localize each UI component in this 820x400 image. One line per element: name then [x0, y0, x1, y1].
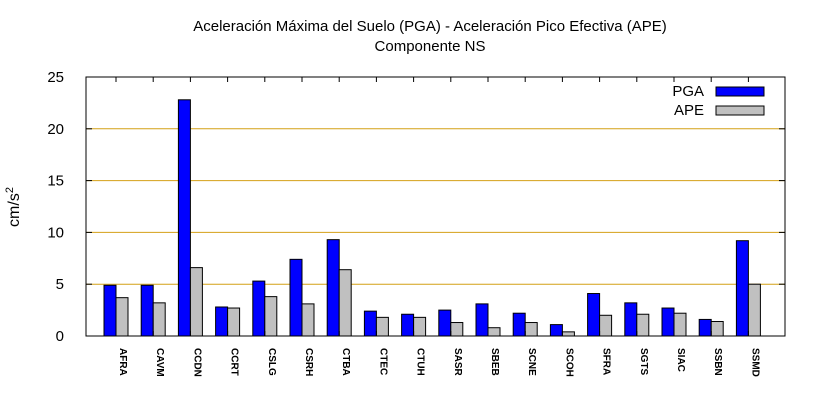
- y-tick-label: 10: [47, 224, 64, 241]
- x-tick-label: CTUH: [415, 348, 426, 376]
- bar-pga-ccdn: [177, 99, 191, 337]
- bar-pga-scne: [512, 312, 526, 337]
- x-tick-label: CCRT: [229, 348, 240, 376]
- bar-pga-siac: [661, 307, 675, 337]
- bar-ape-scoh: [561, 331, 575, 337]
- bar-ape-sfra: [599, 314, 613, 337]
- bar-ape-ccdn: [189, 267, 203, 337]
- x-tick-label: SCNE: [526, 348, 537, 376]
- x-tick-label: SSBN: [712, 348, 723, 376]
- bar-ape-ctba: [338, 269, 352, 337]
- bar-pga-ssmd: [735, 240, 749, 337]
- bar-pga-sfra: [587, 293, 601, 337]
- bar-ape-scne: [524, 322, 538, 337]
- bar-pga-sasr: [438, 309, 452, 337]
- x-tick-label: SFRA: [601, 348, 612, 375]
- y-ticks: 0 5 10 15 20 25: [47, 69, 785, 345]
- bar-pga-csrh: [289, 258, 303, 337]
- bar-pga-afra: [103, 284, 117, 337]
- plot-frame: [85, 76, 786, 337]
- chart-subtitle: Componente NS: [375, 38, 486, 55]
- bar-ape-sbeb: [487, 327, 501, 337]
- bar-ape-sgts: [636, 313, 650, 337]
- bar-pga-cavm: [140, 284, 154, 337]
- chart-title: Aceleración Máxima del Suelo (PGA) - Ace…: [193, 18, 667, 35]
- y-tick-label: 20: [47, 121, 64, 138]
- x-tick-label: SGTS: [638, 348, 649, 376]
- bar-ape-cavm: [152, 302, 166, 337]
- x-tick-label: SBEB: [489, 348, 500, 376]
- bar-pga-ctec: [363, 310, 377, 337]
- legend: PGA APE: [672, 83, 765, 119]
- x-tick-label: SCOH: [563, 348, 574, 377]
- legend-swatch-ape: [715, 105, 765, 116]
- bar-pga-ssbn: [698, 318, 712, 337]
- y-tick-label: 0: [56, 328, 64, 345]
- x-ticks: AFRA CAVM CCDN CCRT CSLG CSRH CTBA CTEC CTUH SASR…: [115, 77, 760, 377]
- x-tick-label: SIAC: [675, 348, 686, 372]
- y-tick-label: 5: [56, 276, 64, 293]
- gridlines: [86, 128, 785, 285]
- y-tick-label: 15: [47, 173, 64, 190]
- bar-ape-ssbn: [710, 320, 724, 337]
- bar-pga-ctuh: [401, 313, 415, 337]
- x-tick-label: CSLG: [266, 348, 277, 376]
- y-tick-label: 25: [47, 69, 64, 86]
- bar-ape-sasr: [450, 322, 464, 337]
- x-tick-label: CTBA: [340, 348, 351, 376]
- legend-label-pga: PGA: [672, 83, 704, 100]
- x-tick-label: SASR: [452, 348, 463, 377]
- bar-ape-csrh: [301, 303, 315, 337]
- x-tick-label: CSRH: [303, 348, 314, 376]
- bar-ape-ctec: [375, 316, 389, 337]
- y-axis-label: cm/s2: [4, 187, 23, 227]
- bar-ape-cslg: [264, 296, 278, 337]
- bar-ape-ctuh: [413, 316, 427, 337]
- x-tick-label: CTEC: [377, 348, 388, 375]
- bar-pga-cslg: [252, 280, 266, 337]
- y-axis-label-text: cm/s: [6, 193, 23, 227]
- bar-pga-sgts: [624, 302, 638, 337]
- bar-pga-ctba: [326, 239, 340, 337]
- bar-ape-siac: [673, 312, 687, 337]
- bar-ape-ssmd: [747, 283, 761, 337]
- x-tick-label: CAVM: [154, 348, 165, 377]
- bar-pga-sbeb: [475, 303, 489, 337]
- bar-pga-ccrt: [215, 306, 229, 337]
- x-tick-label: SSMD: [749, 348, 760, 377]
- x-tick-label: AFRA: [117, 348, 128, 376]
- bar-ape-ccrt: [227, 307, 241, 337]
- legend-label-ape: APE: [674, 102, 704, 119]
- bar-pga-scoh: [549, 324, 563, 337]
- bars: [103, 99, 761, 337]
- x-tick-label: CCDN: [191, 348, 202, 377]
- bar-ape-afra: [115, 297, 129, 337]
- y-axis-label-superscript: 2: [4, 187, 16, 193]
- legend-swatch-pga: [715, 86, 765, 97]
